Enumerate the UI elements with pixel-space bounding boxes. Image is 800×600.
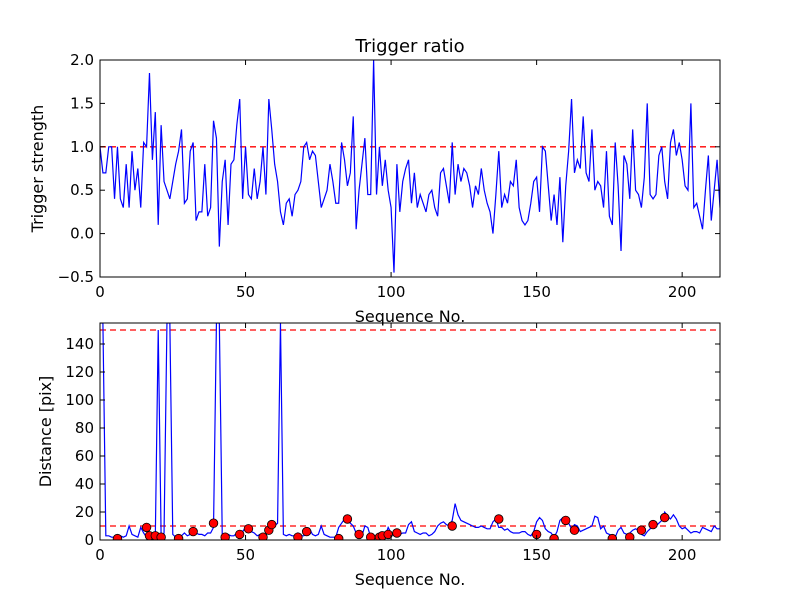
y-axis-label: Distance [pix] [36, 376, 55, 488]
data-marker [342, 514, 353, 524]
data-series-line [100, 323, 720, 540]
x-tick-label: 100 [377, 283, 406, 301]
y-tick-label: 0 [84, 531, 94, 549]
data-marker [243, 524, 254, 534]
x-tick-label: 200 [668, 283, 697, 301]
y-tick-label: 80 [75, 419, 94, 437]
trigger-ratio-panel: 0 50 100 150 200 −0.5 0.0 0.5 1.0 1.5 2.0 Sequence … [28, 36, 721, 326]
y-tick-label: 1.0 [70, 138, 94, 156]
plot-frame [99, 59, 721, 278]
y-tick-label: 40 [75, 475, 94, 493]
y-axis-label: Trigger strength [28, 105, 47, 234]
data-marker [549, 533, 559, 540]
y-tick-label: −0.5 [58, 268, 94, 286]
data-marker [156, 532, 166, 540]
x-tick-label: 0 [95, 283, 105, 301]
x-tick-label: 50 [236, 546, 255, 564]
x-axis-label: Sequence No. [355, 570, 466, 589]
x-tick-label: 50 [236, 283, 255, 301]
data-marker [494, 514, 504, 524]
data-marker [188, 526, 198, 537]
y-tick-label: 0.0 [70, 225, 94, 243]
data-marker [659, 512, 670, 523]
y-tick-label: 0.5 [70, 181, 94, 199]
data-marker [141, 522, 152, 533]
data-marker [220, 532, 230, 540]
data-marker [447, 521, 457, 531]
x-tick-label: 150 [522, 283, 551, 301]
x-tick-label: 100 [377, 546, 406, 564]
y-tick-label: 2.0 [70, 51, 94, 69]
chart-title: Trigger ratio [354, 36, 464, 57]
x-tick-label: 200 [668, 546, 697, 564]
data-marker [636, 525, 647, 535]
y-tick-label: 60 [75, 447, 94, 465]
data-marker [258, 532, 268, 540]
data-marker [648, 519, 658, 530]
data-marker [561, 515, 571, 526]
data-marker [112, 533, 123, 540]
data-marker [173, 533, 184, 540]
data-marker [293, 532, 303, 540]
plot-frame [99, 322, 721, 541]
data-marker [235, 529, 245, 540]
x-axis-label: Sequence No. [355, 307, 466, 326]
x-tick-label: 0 [95, 546, 105, 564]
y-tick-label: 20 [75, 503, 94, 521]
data-marker [333, 533, 344, 540]
data-marker [354, 529, 364, 540]
data-marker [569, 525, 580, 535]
y-tick-label: 100 [65, 391, 94, 409]
y-tick-label: 140 [65, 335, 94, 353]
data-marker [607, 533, 617, 540]
data-marker [392, 528, 402, 538]
data-marker [625, 532, 635, 540]
distance-panel: 0 50 100 150 200 0 20 40 60 80 100 120 140 Sequence N… [36, 322, 721, 589]
y-tick-label: 120 [65, 363, 94, 381]
data-marker [208, 518, 219, 528]
data-marker [267, 519, 277, 530]
data-series-line [100, 60, 720, 273]
plot-area [100, 323, 720, 540]
plot-area [100, 60, 720, 273]
y-tick-label: 1.5 [70, 94, 94, 112]
data-marker [301, 526, 312, 537]
x-tick-label: 150 [522, 546, 551, 564]
